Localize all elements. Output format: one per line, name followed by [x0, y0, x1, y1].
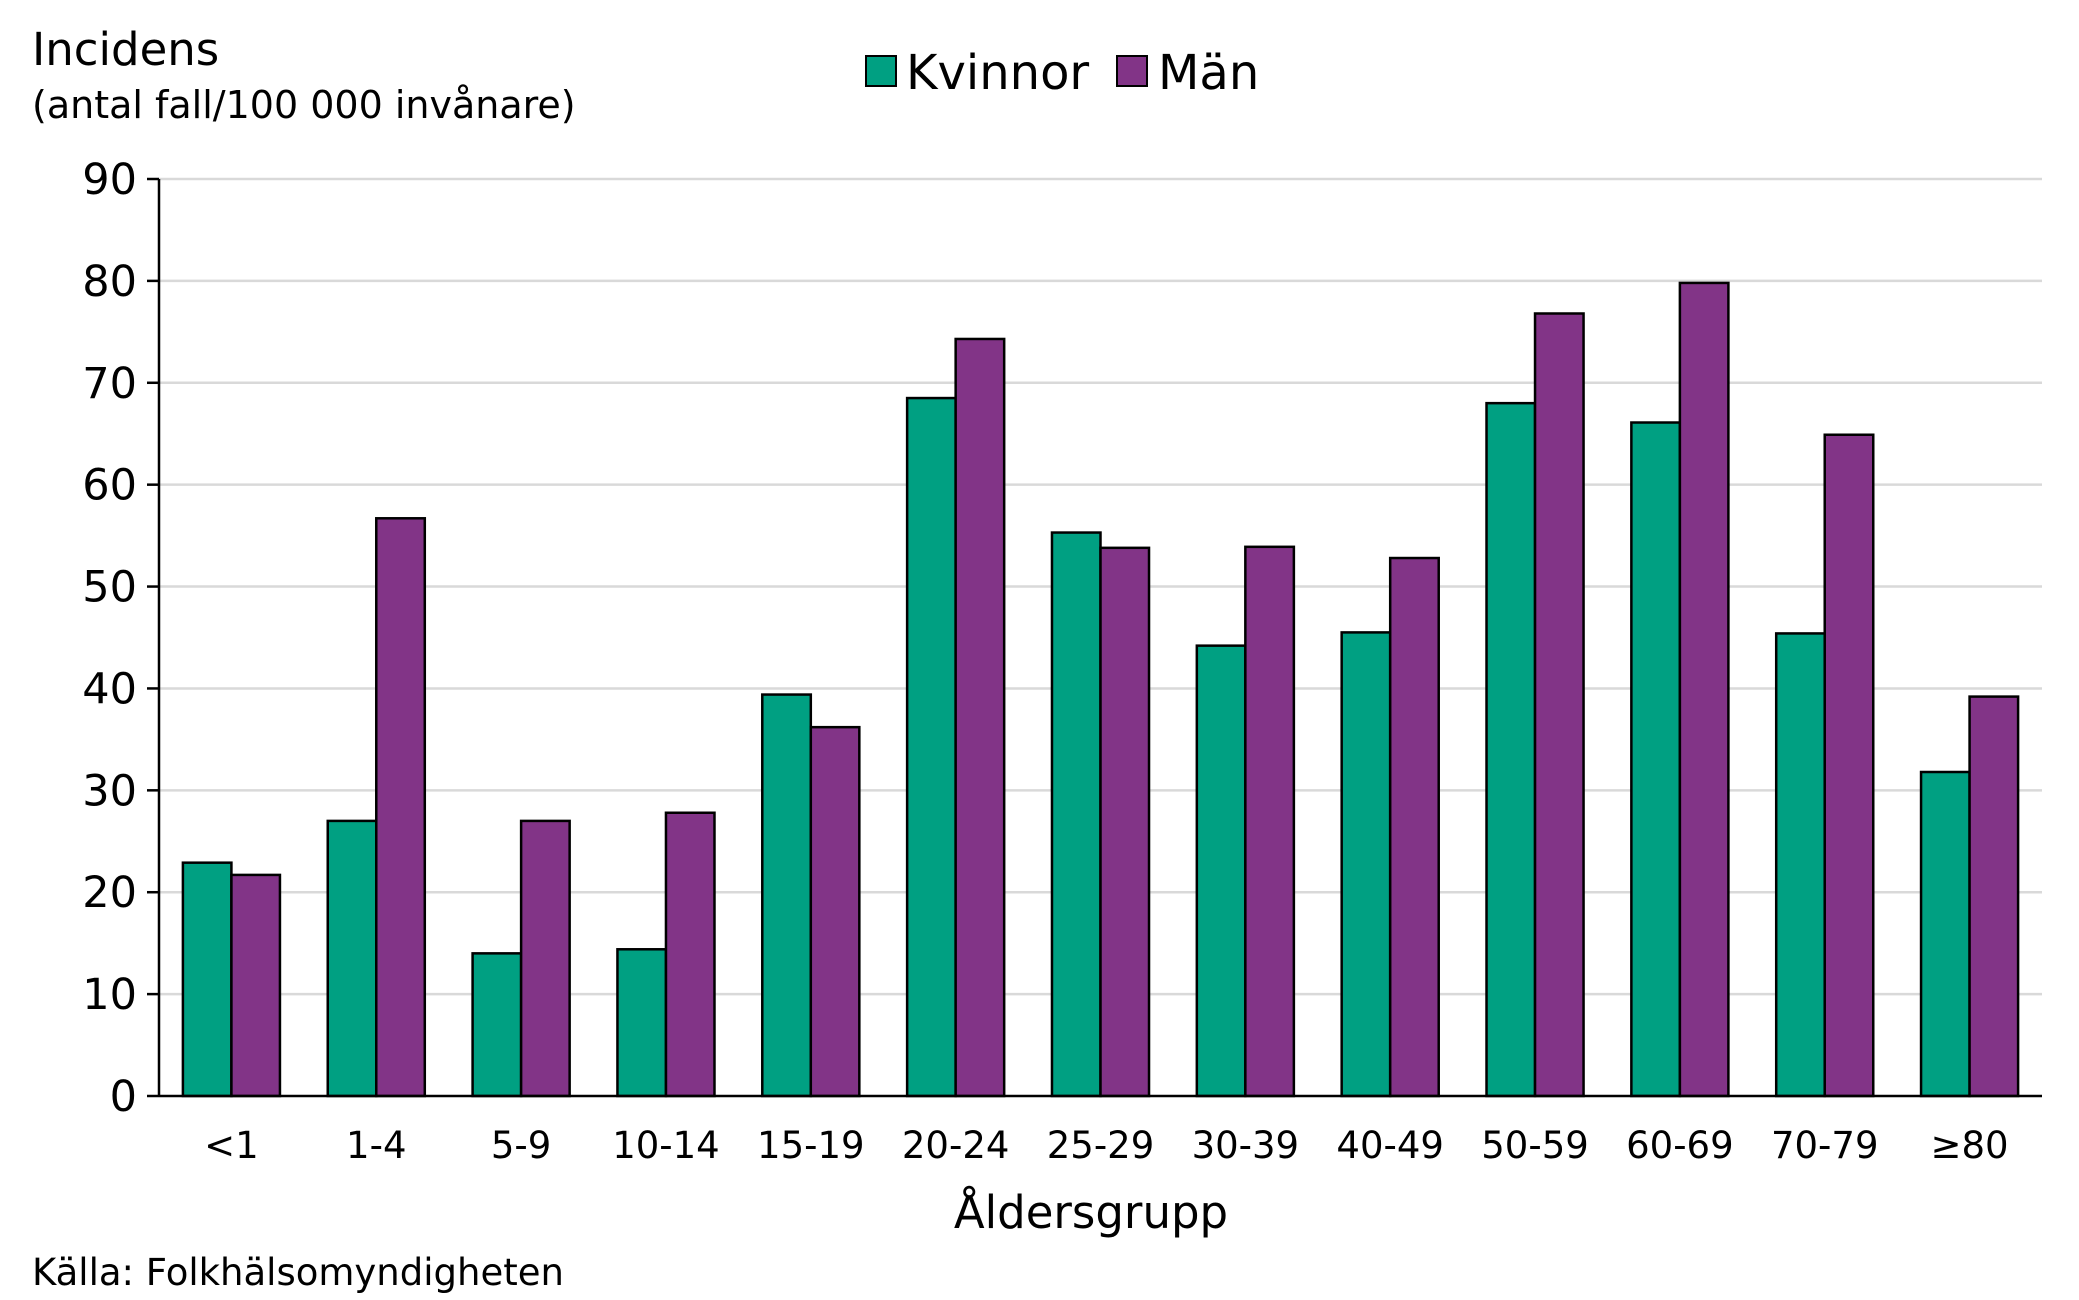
y-tick-label: 80: [82, 257, 137, 307]
y-tick-label: 20: [82, 868, 137, 918]
bar-kvinnor-3: [616, 948, 668, 1098]
y-axis-title: Incidens: [32, 23, 219, 76]
bar-m-n-4: [809, 725, 861, 1098]
y-tick-label: 90: [82, 155, 137, 205]
bar-m-n-3: [664, 811, 716, 1098]
bar-m-n-9: [1533, 312, 1585, 1098]
y-tick-label: 0: [110, 1072, 137, 1122]
bar-kvinnor-5: [905, 396, 957, 1098]
x-tick-label: 70-79: [1771, 1124, 1879, 1167]
x-tick-label: 5-9: [491, 1124, 551, 1167]
bar-m-n-5: [954, 337, 1006, 1098]
bar-kvinnor-1: [326, 819, 378, 1098]
bar-kvinnor-12: [1919, 770, 1971, 1098]
bar-m-n-1: [375, 517, 427, 1098]
source-note: Källa: Folkhälsomyndigheten: [32, 1251, 564, 1294]
bars: [181, 281, 2020, 1098]
x-tick-label: 20-24: [902, 1124, 1010, 1167]
x-tick-label: 25-29: [1047, 1124, 1155, 1167]
bar-kvinnor-7: [1195, 644, 1247, 1098]
x-tick-label: 15-19: [757, 1124, 865, 1167]
legend-swatch-man: [1116, 55, 1148, 87]
x-tick-label: 60-69: [1626, 1124, 1734, 1167]
x-tick-label: 30-39: [1192, 1124, 1300, 1167]
x-tick-label: 1-4: [346, 1124, 406, 1167]
bar-m-n-7: [1244, 545, 1296, 1098]
y-tick-label: 10: [82, 970, 137, 1020]
y-tick-label: 50: [82, 563, 137, 613]
x-tick-label: <1: [204, 1124, 259, 1167]
bar-m-n-12: [1968, 695, 2020, 1098]
axes: [157, 179, 2042, 1098]
y-tick-label: 70: [82, 359, 137, 409]
x-tick-labels: <1 1-4 5-9 10-14 15-19 20-24 25-29 30-39 40-49 50…: [204, 1124, 2008, 1167]
bar-kvinnor-8: [1340, 631, 1392, 1098]
x-axis-title: Åldersgrupp: [954, 1186, 1228, 1239]
bar-kvinnor-10: [1630, 421, 1682, 1098]
legend-label-man: Män: [1158, 45, 1259, 101]
y-tick-label: 30: [82, 766, 137, 816]
x-tick-label: ≥80: [1931, 1124, 2009, 1167]
bar-kvinnor-0: [181, 861, 233, 1098]
bar-m-n-8: [1388, 556, 1440, 1098]
bar-kvinnor-4: [761, 693, 813, 1098]
bar-kvinnor-2: [471, 952, 523, 1098]
x-tick-label: 40-49: [1336, 1124, 1444, 1167]
bar-m-n-10: [1678, 281, 1730, 1098]
y-tick-labels: 0 10 20 30 40 50 60 70 80 90: [82, 155, 159, 1122]
y-tick-label: 60: [82, 461, 137, 511]
legend-swatch-kvinnor: [865, 55, 897, 87]
bar-m-n-6: [1099, 546, 1151, 1098]
bar-kvinnor-9: [1485, 401, 1537, 1098]
bar-m-n-11: [1823, 433, 1875, 1098]
bar-m-n-0: [230, 873, 282, 1098]
y-axis-subtitle: (antal fall/100 000 invånare): [32, 83, 576, 127]
legend: Kvinnor Män: [865, 45, 1259, 101]
y-tick-label: 40: [82, 664, 137, 714]
x-tick-label: 10-14: [612, 1124, 720, 1167]
bar-kvinnor-11: [1774, 632, 1826, 1098]
legend-label-kvinnor: Kvinnor: [906, 45, 1089, 101]
x-tick-label: 50-59: [1481, 1124, 1589, 1167]
bar-kvinnor-6: [1050, 531, 1102, 1098]
bar-m-n-2: [519, 819, 571, 1098]
